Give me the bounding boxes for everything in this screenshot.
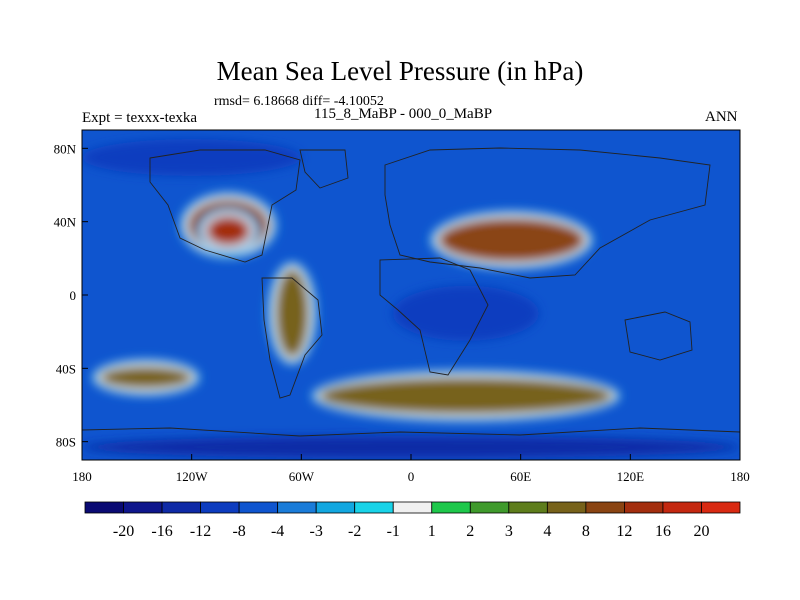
colorbar-label: -20 xyxy=(113,523,134,540)
x-tick-label: 180 xyxy=(730,469,750,484)
colorbar-swatch xyxy=(200,501,240,514)
coastline xyxy=(82,147,740,437)
region-south-america-high xyxy=(275,269,309,358)
region-asia-high xyxy=(438,218,585,262)
region-north-america-inner xyxy=(206,216,251,246)
colorbar-swatch xyxy=(701,501,741,514)
region-arctic-low xyxy=(82,139,302,176)
colorbar-swatch xyxy=(469,501,510,514)
y-tick-label: 80N xyxy=(54,141,77,156)
y-tick-label: 40N xyxy=(54,215,77,230)
colorbar-label: 3 xyxy=(505,523,513,540)
colorbar-label: 12 xyxy=(616,523,632,540)
expt-label: Expt = texxx-texka xyxy=(82,110,198,126)
colorbar-label: 16 xyxy=(655,523,671,540)
colorbar-swatch xyxy=(585,501,625,514)
region-tropical-low xyxy=(392,285,539,341)
colorbar-swatch xyxy=(624,501,664,514)
colorbar-swatch xyxy=(662,501,702,514)
region-south-pacific-high xyxy=(100,366,192,389)
chart-title: Mean Sea Level Pressure (in hPa) xyxy=(216,56,584,86)
y-axis: 80N 40N 0 40S 80S xyxy=(54,141,88,450)
colorbar-label: 8 xyxy=(582,523,590,540)
x-tick-label: 120E xyxy=(617,469,645,484)
colorbar-label: -1 xyxy=(387,523,400,540)
colorbar-label: -16 xyxy=(151,523,172,540)
colorbar-label: 1 xyxy=(428,523,436,540)
x-tick-label: 0 xyxy=(408,469,415,484)
colorbar-label: -3 xyxy=(310,523,323,540)
colorbar-swatch xyxy=(123,501,163,514)
coastline-eurasia xyxy=(384,147,711,279)
colorbar-label: -12 xyxy=(190,523,211,540)
colorbar-label: 4 xyxy=(543,523,551,540)
x-tick-label: 120W xyxy=(176,469,209,484)
colorbar-swatch xyxy=(238,501,279,514)
region-southern-ocean-high xyxy=(319,377,613,415)
colorbar-label: 20 xyxy=(693,523,709,540)
coastline-greenland xyxy=(299,149,349,189)
period-label: 115_8_MaBP - 000_0_MaBP xyxy=(314,106,493,122)
colorbar-label: -8 xyxy=(232,523,245,540)
map-field xyxy=(82,130,740,460)
season-label: ANN xyxy=(705,109,738,125)
colorbar-label: 2 xyxy=(466,523,474,540)
colorbar-swatch xyxy=(546,501,587,514)
colorbar-label: -2 xyxy=(348,523,361,540)
coastline-antarctica xyxy=(82,427,740,437)
y-tick-label: 40S xyxy=(56,361,76,376)
region-antarctic-low xyxy=(82,436,740,459)
colorbar-swatch xyxy=(354,501,394,514)
x-tick-label: 60E xyxy=(510,469,531,484)
y-tick-label: 0 xyxy=(70,288,77,303)
x-tick-label: 60W xyxy=(289,469,315,484)
coastline-australia xyxy=(624,311,693,361)
colorbar-swatch xyxy=(277,501,317,514)
x-axis: 180 120W 60W 0 60E 120E 180 xyxy=(72,454,750,484)
x-tick-label: 180 xyxy=(72,469,92,484)
colorbar-swatch xyxy=(161,501,201,514)
colorbar-swatch xyxy=(431,501,471,514)
colorbar-swatch xyxy=(315,501,356,514)
coastline-south-america xyxy=(261,277,323,399)
colorbar-label: -4 xyxy=(271,523,284,540)
colorbar-swatch xyxy=(84,501,124,514)
coastline-north-america xyxy=(149,149,301,263)
y-tick-label: 80S xyxy=(56,435,76,450)
stats-label: rmsd= 6.18668 diff= -4.10052 xyxy=(214,94,384,109)
coastline-africa xyxy=(379,257,489,376)
colorbar: -20 -16 -12 -8 -4 -3 -2 -1 1 2 3 4 8 12 16 20 xyxy=(84,501,741,540)
colorbar-swatch xyxy=(508,501,548,514)
colorbar-swatch xyxy=(392,501,433,514)
